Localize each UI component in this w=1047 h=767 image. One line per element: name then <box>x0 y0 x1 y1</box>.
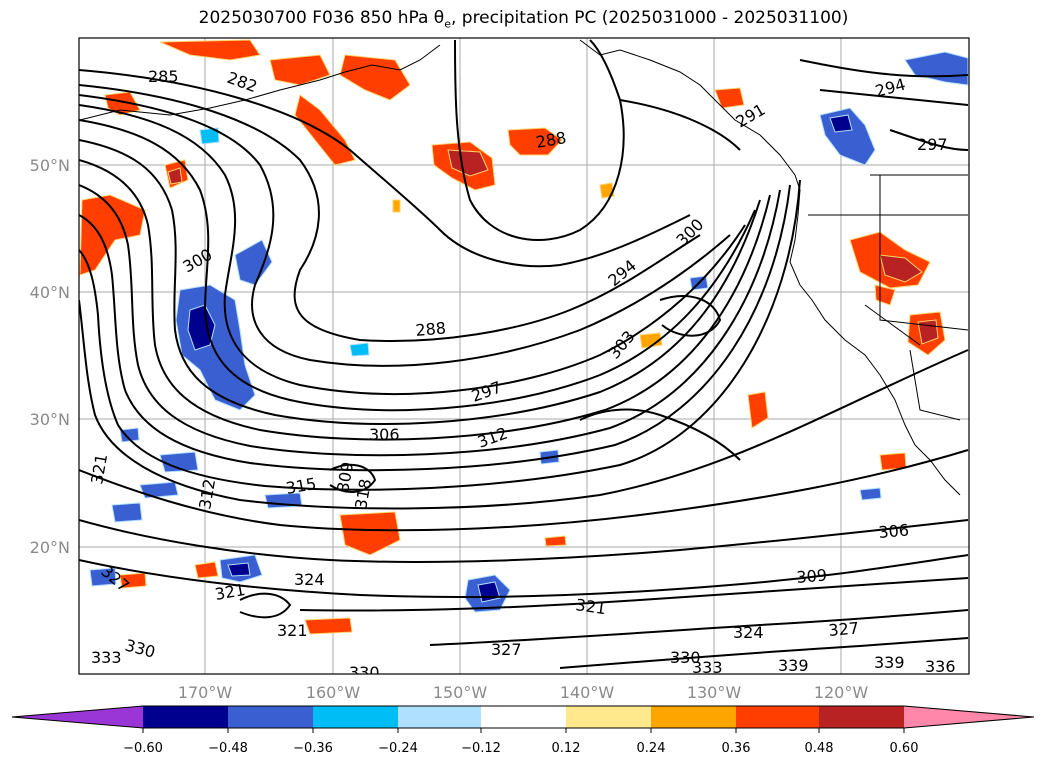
colorbar-segment-5 <box>481 706 566 728</box>
contour-label-327-c: 327 <box>828 618 860 640</box>
colorbar-segment-9 <box>819 706 904 728</box>
colorbar-tick-label-4: −0.12 <box>461 741 501 756</box>
lat-label-40n: 40°N <box>30 283 70 302</box>
contour-label-330-b: 330 <box>349 663 380 682</box>
colorbar-tick-label-7: 0.36 <box>722 741 751 756</box>
contour-label-333: 333 <box>91 648 122 667</box>
lat-label-30n: 30°N <box>30 410 70 429</box>
contour-label-306-b: 306 <box>369 425 400 444</box>
precip-positive-shading <box>79 39 946 635</box>
contour-label-339-b: 339 <box>874 653 905 672</box>
lon-label-170w: 170°W <box>178 683 233 702</box>
colorbar: −0.60 −0.48 −0.36 −0.24 −0.12 0.12 0.24 … <box>11 705 1035 756</box>
coastlines <box>79 39 969 496</box>
colorbar-tick-label-5: 0.12 <box>552 741 581 756</box>
colorbar-tick-label-8: 0.48 <box>805 741 834 756</box>
theta-e-contours <box>79 39 969 669</box>
contour-label-330-c: 330 <box>670 648 701 667</box>
map-panel: 285 282 288 291 294 297 300 288 294 300 … <box>79 38 969 682</box>
lon-label-120w: 120°W <box>814 683 869 702</box>
colorbar-tick-label-6: 0.24 <box>637 741 666 756</box>
contour-label-324: 324 <box>294 570 325 589</box>
contour-labels: 285 282 288 291 294 297 300 288 294 300 … <box>87 67 956 682</box>
title-suffix: , precipitation PC (2025031000 - 2025031… <box>450 8 849 28</box>
contour-label-324-b: 324 <box>733 623 764 642</box>
lon-label-130w: 130°W <box>687 683 742 702</box>
contour-label-327-b: 327 <box>491 640 522 659</box>
contour-label-321-d: 321 <box>277 621 308 640</box>
lon-label-150w: 150°W <box>433 683 488 702</box>
colorbar-segment-2 <box>228 706 313 728</box>
contour-label-297: 297 <box>917 135 948 154</box>
map-frame <box>78 37 970 675</box>
colorbar-segment-7 <box>651 706 736 728</box>
colorbar-ticks <box>142 728 905 733</box>
colorbar-segment-1 <box>143 706 228 728</box>
map-title: 2025030700 F036 850 hPa θe, precipitatio… <box>0 8 1047 30</box>
colorbar-tick-label-1: −0.48 <box>208 741 248 756</box>
contour-label-333-b: 333 <box>692 658 723 677</box>
contour-label-285: 285 <box>148 67 179 86</box>
contour-label-321-b: 321 <box>574 595 607 618</box>
lon-label-160w: 160°W <box>306 683 361 702</box>
colorbar-segment-4 <box>398 706 481 728</box>
longitude-labels: 170°W 160°W 150°W 140°W 130°W 120°W <box>178 683 869 702</box>
title-prefix: 2025030700 F036 850 hPa θ <box>198 8 445 28</box>
precip-negative-shading <box>89 51 969 613</box>
lon-label-140w: 140°W <box>560 683 615 702</box>
contour-label-336: 336 <box>925 657 956 676</box>
contour-label-309: 309 <box>796 565 828 587</box>
colorbar-tick-label-9: 0.60 <box>890 741 919 756</box>
contour-label-288-b: 288 <box>415 318 447 340</box>
lat-label-20n: 20°N <box>30 538 70 557</box>
colorbar-tick-label-2: −0.36 <box>293 741 333 756</box>
colorbar-tick-label-0: −0.60 <box>123 741 163 756</box>
contour-label-339: 339 <box>778 656 809 675</box>
contour-label-306: 306 <box>878 520 910 542</box>
colorbar-segment-3 <box>313 706 398 728</box>
colorbar-tick-label-3: −0.24 <box>378 741 418 756</box>
colorbar-segment-8 <box>736 706 819 728</box>
colorbar-segment-0 <box>12 706 143 728</box>
colorbar-segment-6 <box>566 706 651 728</box>
lat-label-50n: 50°N <box>30 156 70 175</box>
latitude-labels: 50°N 40°N 30°N 20°N <box>30 156 70 557</box>
title-subscript: e <box>444 17 451 31</box>
colorbar-segment-10 <box>904 706 1034 728</box>
